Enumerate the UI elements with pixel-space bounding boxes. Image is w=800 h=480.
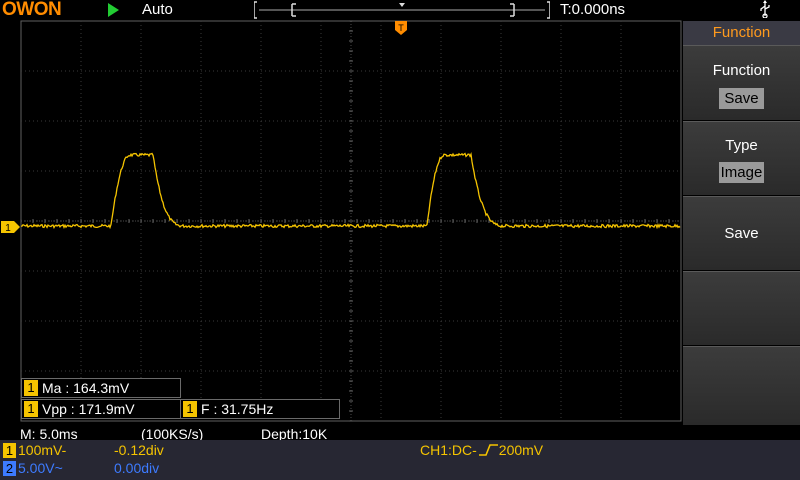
measure-frequency-channel-badge: 1 [183, 401, 197, 417]
usb-icon [760, 0, 770, 18]
owon-logo: OWON [2, 0, 62, 20]
measure-ma: 1 Ma : 164.3mV [21, 378, 181, 398]
horizontal-offset-readout: T:0.000ns [560, 1, 626, 18]
menu-button-function-title: Function [712, 62, 771, 79]
memory-position-indicator [399, 3, 405, 7]
menu-button-empty-5[interactable] [683, 346, 800, 426]
channel-status-bar [0, 440, 800, 480]
trigger-mode-label: Auto [142, 1, 173, 18]
ch1-level-marker: 1 [1, 221, 20, 234]
record-depth-readout: Depth:10K [261, 426, 328, 442]
ch1-scale[interactable]: 100mV- [18, 442, 67, 458]
menu-button-function[interactable]: Function Save [683, 45, 800, 121]
menu-header: Function [683, 21, 800, 45]
trigger-level-label: 200mV [498, 442, 544, 458]
run-state-play-icon[interactable] [108, 3, 119, 17]
ch2-scale[interactable]: 5.00V~ [18, 460, 63, 476]
menu-button-empty-4[interactable] [683, 271, 800, 346]
ch1-offset: -0.12div [114, 442, 164, 458]
acquisition-status-bar [0, 426, 800, 440]
trigger-marker-label: T [398, 23, 404, 33]
sample-rate-readout: (100KS/s) [141, 426, 204, 442]
menu-button-save[interactable]: Save [683, 196, 800, 271]
menu-button-type[interactable]: Type Image [683, 121, 800, 196]
ch2-offset: 0.00div [114, 460, 160, 476]
measure-vpp-value: Vpp : 171.9mV [42, 401, 135, 417]
graticule-grid [20, 20, 682, 422]
menu-button-type-title: Type [725, 137, 758, 154]
memory-position-bar[interactable] [254, 0, 550, 20]
menu-button-function-value: Save [719, 88, 764, 109]
menu-button-type-value: Image [719, 162, 764, 183]
measure-frequency-value: F : 31.75Hz [201, 401, 274, 417]
measure-vpp-channel-badge: 1 [24, 401, 38, 417]
trigger-source-readout[interactable]: CH1:DC- 200mV [420, 443, 543, 457]
measure-vpp: 1 Vpp : 171.9mV [21, 399, 181, 419]
measure-ma-channel-badge: 1 [24, 380, 38, 396]
menu-button-save-title: Save [724, 225, 759, 242]
ch2-badge[interactable]: 2 [3, 461, 16, 476]
rising-edge-icon [478, 444, 498, 456]
ch1-waveform-trace [20, 151, 681, 230]
trigger-source-label: CH1:DC- [420, 442, 477, 458]
timebase-readout[interactable]: M: 5.0ms [20, 426, 78, 442]
ch1-marker-label: 1 [5, 223, 11, 234]
ch1-badge[interactable]: 1 [3, 443, 16, 458]
trigger-position-marker: T [395, 21, 407, 35]
function-menu: Function Function Save Type Image Save [683, 21, 800, 426]
measure-ma-value: Ma : 164.3mV [42, 380, 130, 396]
